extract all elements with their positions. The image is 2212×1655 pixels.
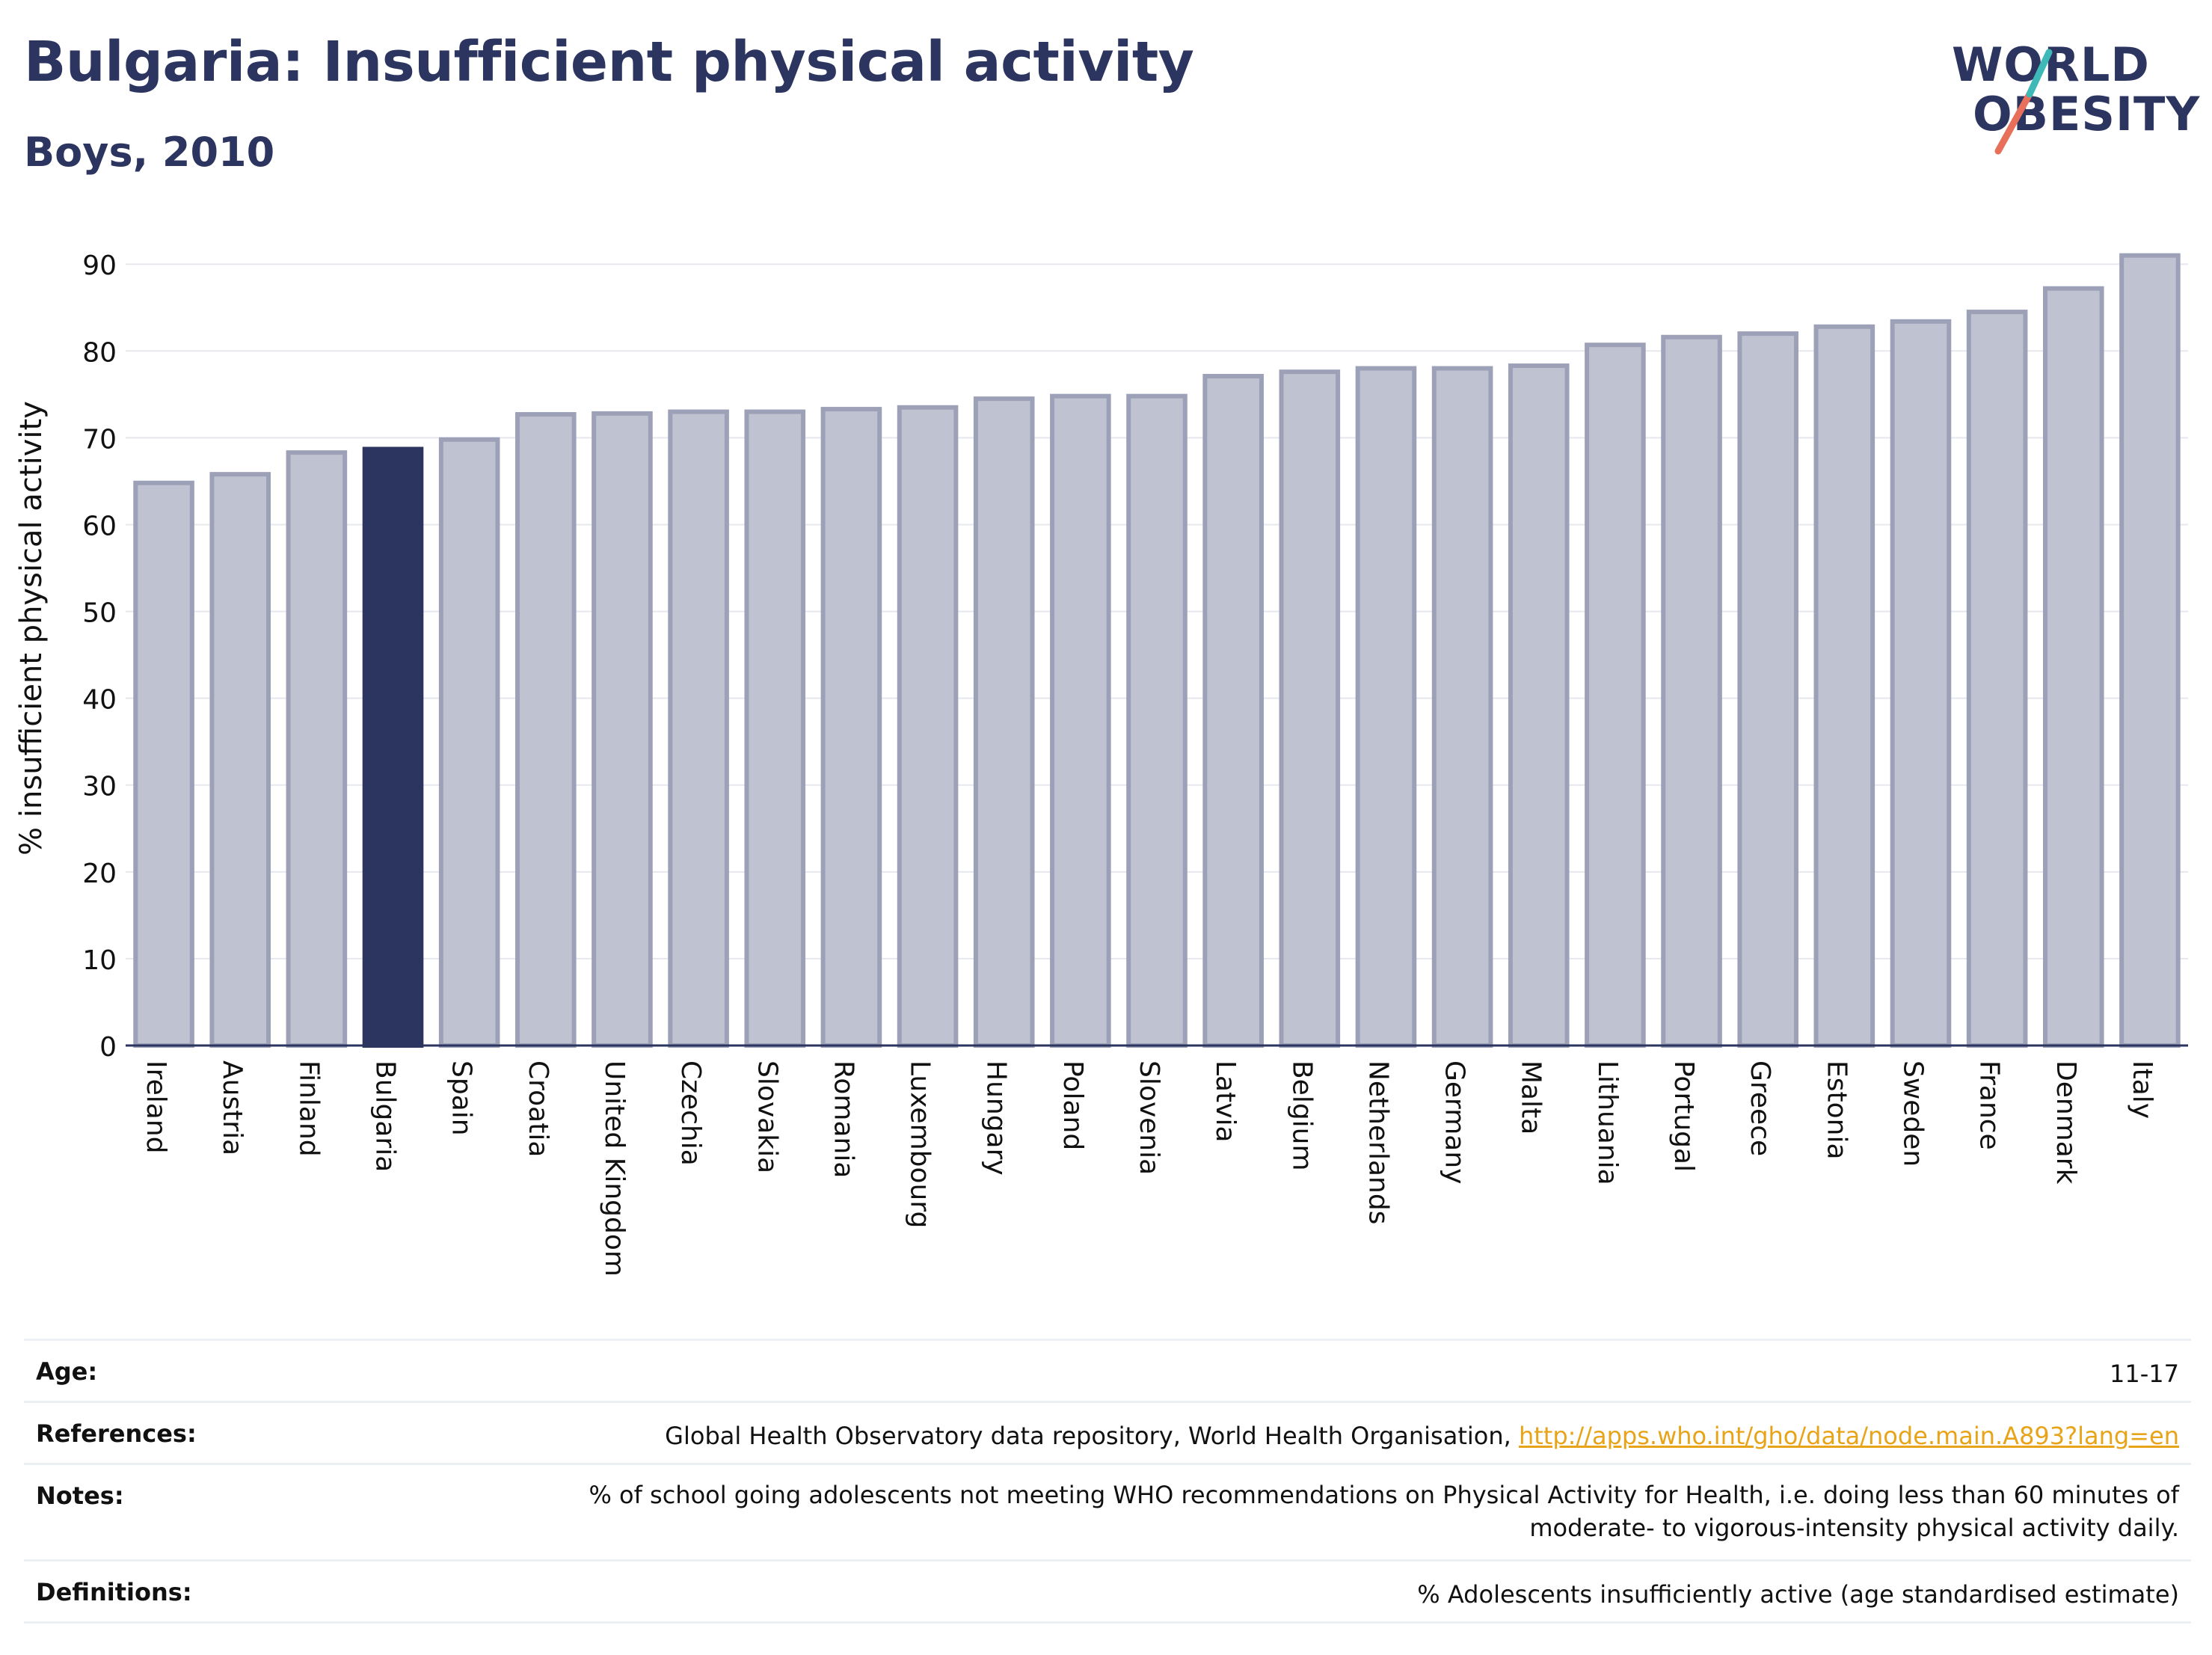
logo-line-1: WORLD [1952, 37, 2150, 92]
world-obesity-logo: WORLD OBESITY [1952, 22, 2199, 157]
meta-value-references: Global Health Observatory data repositor… [534, 1419, 2179, 1452]
meta-value-age: 11-17 [2110, 1360, 2179, 1388]
y-tick-label: 60 [82, 511, 117, 541]
x-tick-label: Belgium [1286, 1060, 1317, 1171]
x-tick-label: Romania [828, 1060, 858, 1178]
meta-row-age: Age: 11-17 [24, 1339, 2191, 1401]
bar [1279, 369, 1341, 1048]
y-tick-label: 30 [82, 772, 117, 802]
y-tick-label: 80 [82, 337, 117, 368]
bar [2042, 286, 2104, 1048]
bar [209, 472, 271, 1048]
bar [1813, 324, 1875, 1048]
bar [515, 412, 577, 1048]
x-tick-label: Austria [217, 1060, 248, 1155]
x-tick-label: Denmark [2050, 1060, 2081, 1185]
page-title: Bulgaria: Insufficient physical activity [24, 30, 1194, 94]
meta-label-age: Age: [36, 1357, 98, 1386]
x-tick-label: Poland [1057, 1060, 1088, 1150]
references-text: Global Health Observatory data repositor… [665, 1422, 1519, 1450]
bar [1737, 331, 1798, 1048]
x-tick-label: Finland [293, 1060, 324, 1157]
logo-slash-icon [1994, 49, 2053, 155]
x-tick-label: Italy [2127, 1060, 2157, 1119]
x-tick-label: Greece [1745, 1060, 1775, 1156]
bar [1508, 363, 1570, 1048]
x-tick-label: France [1974, 1060, 2005, 1150]
bar [1890, 319, 1952, 1048]
y-tick-label: 10 [82, 945, 117, 976]
bar [1355, 366, 1417, 1048]
references-link[interactable]: http://apps.who.int/gho/data/node.main.A… [1518, 1422, 2179, 1450]
bar [1431, 366, 1493, 1048]
meta-value-notes: % of school going adolescents not meetin… [589, 1481, 2179, 1542]
y-tick-label: 90 [82, 251, 117, 281]
x-tick-label: Czechia [675, 1060, 706, 1166]
bar [744, 409, 806, 1048]
bar [897, 405, 959, 1048]
y-axis-label: % insufficient physical activity [14, 401, 49, 856]
bar [2119, 253, 2181, 1048]
x-tick-label: Slovenia [1134, 1060, 1164, 1175]
bar [362, 446, 424, 1048]
bar [1966, 310, 2028, 1048]
bar [1661, 334, 1722, 1048]
meta-label-references: References: [36, 1419, 197, 1448]
meta-row-definitions: Definitions: % Adolescents insufficientl… [24, 1559, 2191, 1624]
y-tick-label: 70 [82, 424, 117, 455]
bar [1585, 343, 1646, 1048]
meta-label-definitions: Definitions: [36, 1578, 192, 1606]
x-tick-label: Malta [1516, 1060, 1546, 1134]
y-tick-label: 0 [99, 1032, 117, 1063]
x-tick-label: Lithuania [1592, 1060, 1623, 1185]
y-tick-label: 40 [82, 685, 117, 716]
y-tick-label: 20 [82, 859, 117, 889]
bar [1050, 393, 1111, 1048]
x-tick-label: Netherlands [1362, 1060, 1393, 1224]
bar-chart: 0 10 20 30 40 50 60 70 80 90 Ireland Austria Finland… [82, 251, 2188, 1277]
y-tick-label: 50 [82, 598, 117, 629]
x-tick-label: Bulgaria [370, 1060, 401, 1172]
meta-row-references: References: Global Health Observatory da… [24, 1401, 2191, 1463]
meta-row-notes: Notes: % of school going adolescents not… [24, 1463, 2191, 1559]
bar [973, 396, 1035, 1048]
x-tick-label: Germany [1440, 1060, 1470, 1184]
bar [1126, 393, 1188, 1048]
x-tick-label: Portugal [1668, 1060, 1699, 1172]
x-tick-label: Slovakia [752, 1060, 782, 1173]
metadata-table: Age: 11-17 References: Global Health Obs… [24, 1339, 2191, 1624]
x-tick-label: Hungary [981, 1060, 1012, 1176]
bar [286, 450, 348, 1048]
x-tick-label: Sweden [1897, 1060, 1928, 1167]
x-tick-label: Ireland [141, 1060, 171, 1154]
bar [820, 407, 882, 1048]
meta-value-definitions: % Adolescents insufficiently active (age… [1417, 1580, 2179, 1609]
bar [133, 480, 194, 1048]
x-tick-label: Spain [446, 1060, 477, 1136]
bar [592, 411, 653, 1048]
x-tick-label: Latvia [1210, 1060, 1241, 1143]
bar [1202, 373, 1264, 1048]
x-tick-label: Luxembourg [905, 1060, 936, 1228]
x-tick-label: United Kingdom [599, 1060, 630, 1277]
x-tick-label: Estonia [1821, 1060, 1852, 1160]
bar [438, 437, 500, 1048]
meta-label-notes: Notes: [36, 1481, 124, 1510]
bar [668, 409, 729, 1048]
x-tick-label: Croatia [523, 1060, 553, 1157]
page-subtitle: Boys, 2010 [24, 129, 275, 176]
